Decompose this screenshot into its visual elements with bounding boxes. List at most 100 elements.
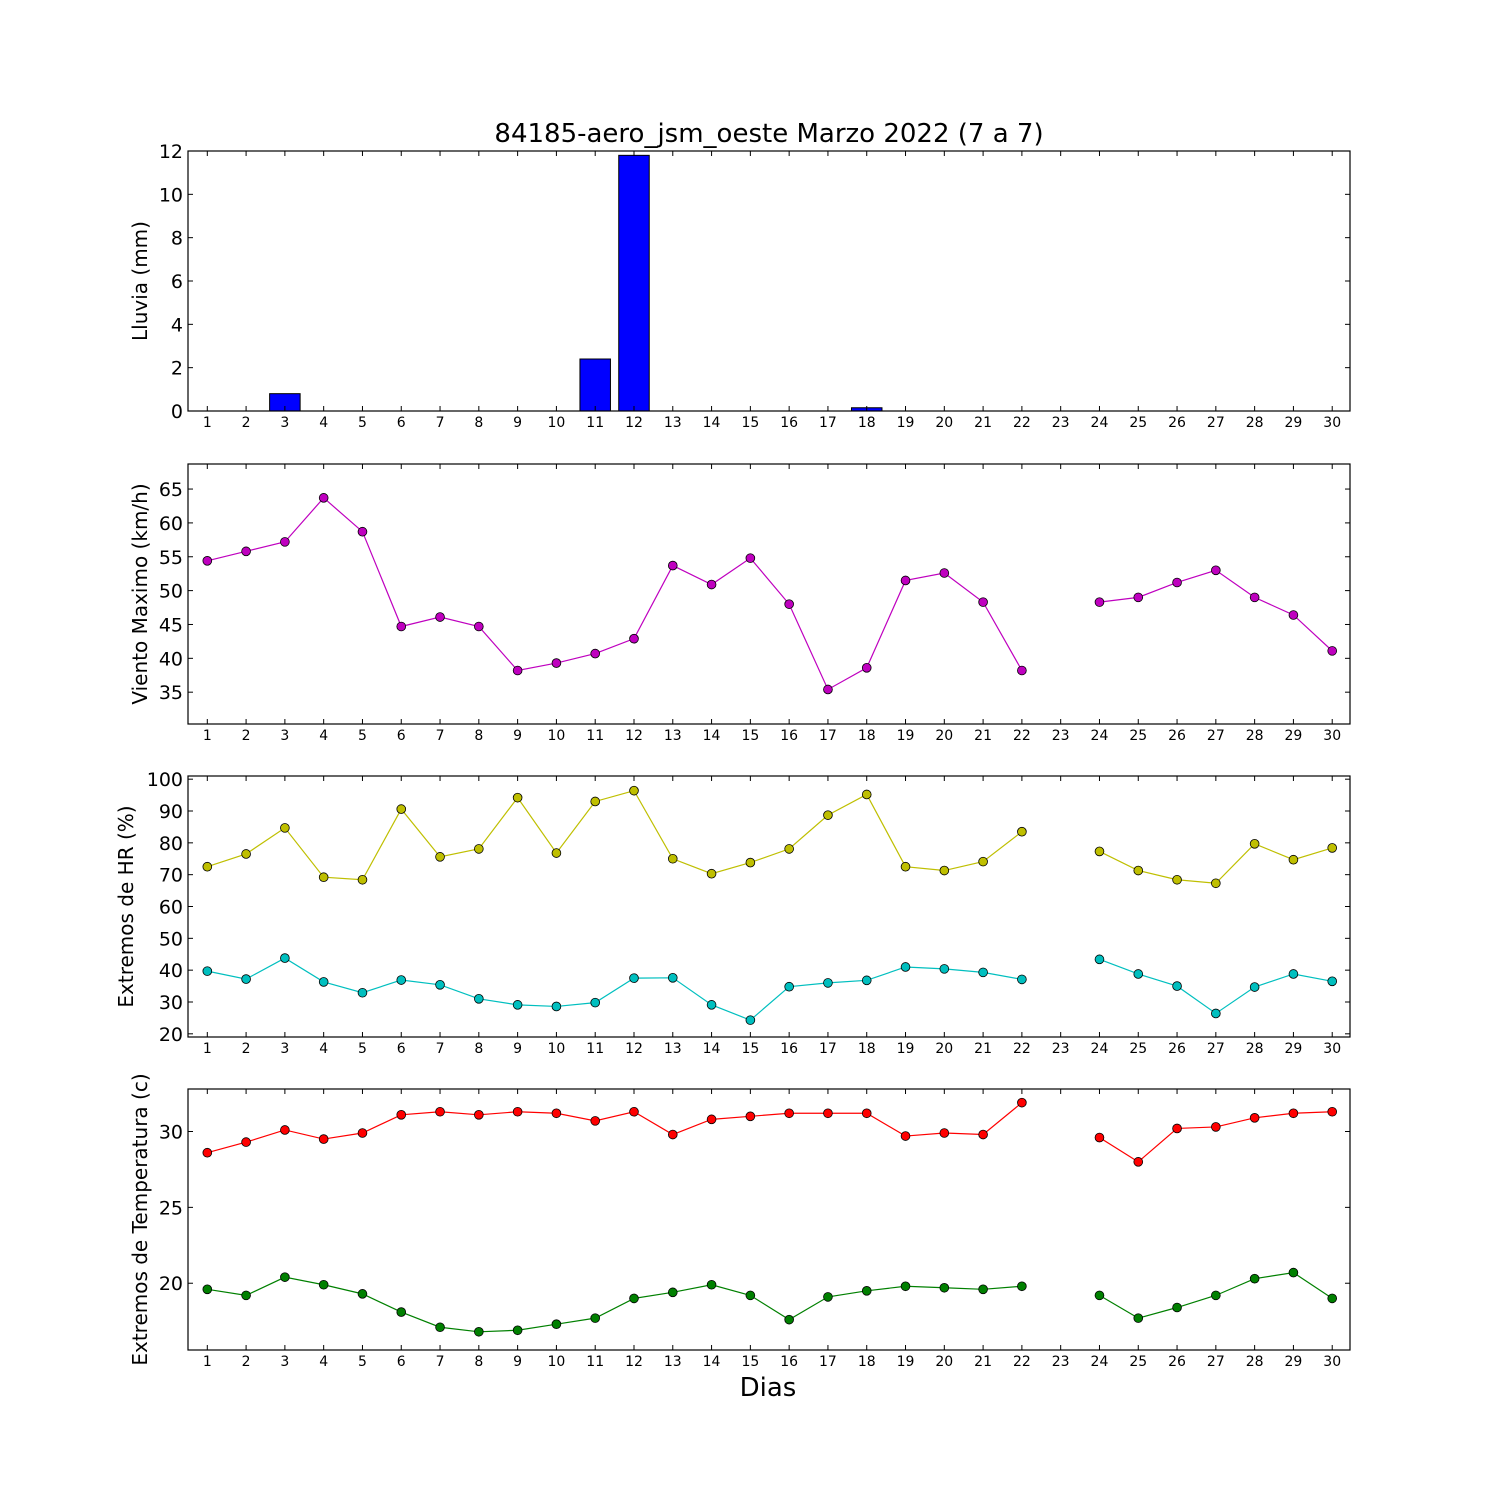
x-tick-label: 26	[1168, 415, 1186, 431]
temperature-axes-frame	[187, 1088, 1351, 1351]
x-tick-label: 19	[897, 415, 915, 431]
humidity-series-1-point	[1211, 1008, 1221, 1019]
x-tick-label: 16	[780, 1041, 798, 1057]
humidity-series-0-point	[1288, 854, 1299, 865]
temperature-series-0-point	[1288, 1108, 1299, 1119]
humidity-series-0-point	[629, 785, 639, 796]
x-tick-label: 12	[625, 1354, 643, 1370]
x-tick-label: 4	[319, 415, 328, 431]
temperature-series-0-point	[1017, 1097, 1027, 1108]
temperature-series-1-point	[202, 1284, 213, 1295]
y-tick-label: 60	[159, 513, 183, 535]
humidity-series-0-point	[435, 852, 445, 862]
x-tick-label: 23	[1052, 728, 1070, 744]
humidity-series-1-point	[1094, 954, 1105, 965]
x-tick-label: 14	[703, 1041, 721, 1057]
x-tick-label: 27	[1207, 728, 1225, 744]
humidity-series-0-point	[280, 823, 290, 833]
humidity-series-0-line	[207, 789, 1023, 881]
x-tick-label: 24	[1091, 1041, 1109, 1057]
x-tick-label: 8	[474, 415, 483, 431]
x-tick-label: 17	[819, 1354, 837, 1370]
wind-series-0-point	[551, 658, 562, 668]
x-tick-label: 15	[741, 415, 759, 431]
wind-series-0-point	[1249, 592, 1260, 603]
x-tick-label: 8	[474, 728, 483, 744]
temperature-series-1-point	[629, 1293, 639, 1304]
humidity-series-1-point	[1017, 974, 1027, 985]
x-tick-label: 30	[1323, 1041, 1341, 1057]
humidity-series-0-point	[745, 857, 756, 868]
rain-bar	[579, 358, 611, 412]
humidity-series-1-point	[823, 978, 833, 988]
humidity-series-0-point	[978, 856, 988, 867]
y-tick-label: 80	[159, 833, 183, 855]
temperature-series-1-point	[784, 1314, 794, 1325]
x-tick-label: 11	[586, 1354, 604, 1370]
temperature-series-0-point	[1133, 1157, 1144, 1167]
x-tick-label: 16	[780, 1354, 798, 1370]
wind-series-0-point	[1133, 592, 1144, 603]
x-tick-label: 12	[625, 415, 643, 431]
humidity-series-1-point	[706, 1000, 717, 1010]
x-tick-label: 22	[1013, 728, 1031, 744]
temperature-series-1-point	[280, 1272, 290, 1282]
x-tick-label: 20	[935, 1354, 953, 1370]
x-tick-label: 8	[474, 1354, 483, 1370]
humidity-series-1-point	[745, 1015, 756, 1025]
temperature-series-0-point	[357, 1128, 368, 1138]
x-tick-label: 18	[858, 1041, 876, 1057]
x-tick-label: 27	[1207, 415, 1225, 431]
x-tick-label: 14	[703, 415, 721, 431]
humidity-series-0-point	[784, 844, 794, 854]
x-tick-label: 14	[703, 1354, 721, 1370]
y-tick-label: 45	[159, 614, 183, 636]
x-tick-label: 15	[741, 728, 759, 744]
humidity-series-1-point	[784, 981, 794, 992]
humidity-axes-frame	[187, 775, 1351, 1038]
x-tick-label: 13	[664, 1354, 682, 1370]
humidity-series-0-point	[1094, 846, 1105, 857]
x-tick-label: 1	[203, 1354, 212, 1370]
temperature-series-0-point	[396, 1109, 407, 1120]
x-tick-label: 23	[1052, 1354, 1070, 1370]
wind-series-0-point	[280, 537, 290, 547]
temperature-series-1-point	[1288, 1267, 1299, 1278]
wind-series-0-point	[474, 621, 484, 632]
wind-axes-frame	[187, 463, 1351, 725]
humidity-series-1-point	[1172, 981, 1182, 991]
temperature-series-0-point	[435, 1106, 445, 1117]
wind-series-0-point	[823, 684, 833, 695]
wind-series-0-point	[667, 560, 678, 571]
x-tick-label: 26	[1168, 728, 1186, 744]
x-tick-label: 9	[513, 1354, 522, 1370]
humidity-series-0-point	[1133, 865, 1144, 876]
x-tick-label: 1	[203, 415, 212, 431]
wind-series-0-point	[357, 526, 368, 537]
temperature-series-0-line	[1099, 1111, 1333, 1163]
temperature-series-1-point	[1133, 1313, 1144, 1323]
humidity-series-0-point	[202, 861, 213, 872]
rain-y-axis-label: Lluvia (mm)	[128, 221, 152, 341]
x-tick-label: 20	[935, 728, 953, 744]
wind-series-0-point	[629, 633, 639, 644]
temperature-y-axis-label: Extremos de Temperatura (c)	[128, 1073, 152, 1365]
temperature-series-1-point	[357, 1289, 368, 1299]
humidity-series-0-point	[1327, 843, 1338, 853]
temperature-series-1-point	[667, 1287, 678, 1298]
x-tick-label: 17	[819, 1041, 837, 1057]
x-tick-label: 24	[1091, 1354, 1109, 1370]
humidity-series-0-point	[318, 872, 329, 883]
x-tick-label: 17	[819, 728, 837, 744]
x-tick-label: 22	[1013, 415, 1031, 431]
x-tick-label: 18	[858, 728, 876, 744]
x-tick-label: 1	[203, 1041, 212, 1057]
y-tick-label: 10	[159, 184, 183, 206]
temperature-series-1-point	[1211, 1290, 1221, 1301]
x-tick-label: 10	[547, 728, 565, 744]
x-tick-label: 19	[897, 1041, 915, 1057]
humidity-series-1-point	[241, 974, 251, 984]
humidity-series-1-point	[667, 972, 678, 983]
